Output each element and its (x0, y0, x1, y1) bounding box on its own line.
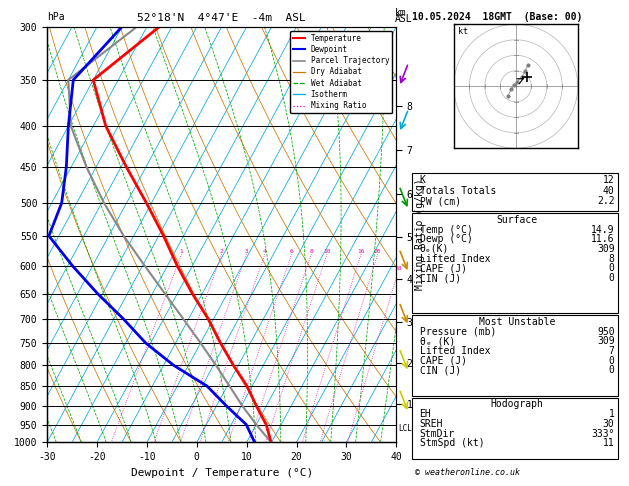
Text: 1: 1 (179, 249, 183, 254)
Text: 4: 4 (263, 249, 267, 254)
Text: 40: 40 (603, 186, 615, 196)
Text: 11.6: 11.6 (591, 234, 615, 244)
Text: 333°: 333° (591, 429, 615, 439)
Text: 6: 6 (290, 249, 294, 254)
Y-axis label: Mixing Ratio (g/kg): Mixing Ratio (g/kg) (415, 179, 425, 290)
Text: CAPE (J): CAPE (J) (420, 356, 467, 366)
Text: 3: 3 (245, 249, 248, 254)
Text: Most Unstable: Most Unstable (479, 317, 555, 327)
Text: 2.2: 2.2 (597, 196, 615, 207)
Legend: Temperature, Dewpoint, Parcel Trajectory, Dry Adiabat, Wet Adiabat, Isotherm, Mi: Temperature, Dewpoint, Parcel Trajectory… (290, 31, 392, 113)
Text: θₑ (K): θₑ (K) (420, 336, 455, 347)
Text: CIN (J): CIN (J) (420, 365, 460, 376)
Text: StmDir: StmDir (420, 429, 455, 439)
Text: hPa: hPa (47, 12, 65, 22)
Text: ASL: ASL (395, 14, 413, 24)
Text: CAPE (J): CAPE (J) (420, 263, 467, 274)
Text: 16: 16 (357, 249, 365, 254)
Text: 0: 0 (609, 273, 615, 283)
Text: LCL: LCL (398, 424, 411, 433)
Text: Totals Totals: Totals Totals (420, 186, 496, 196)
Text: 950: 950 (597, 327, 615, 337)
Text: Lifted Index: Lifted Index (420, 346, 490, 356)
Text: 0: 0 (609, 263, 615, 274)
Text: Lifted Index: Lifted Index (420, 254, 490, 264)
Text: 14.9: 14.9 (591, 225, 615, 235)
Text: 2: 2 (220, 249, 223, 254)
Text: 28: 28 (394, 266, 402, 271)
Text: 20: 20 (374, 249, 381, 254)
Text: © weatheronline.co.uk: © weatheronline.co.uk (415, 468, 520, 477)
Text: 0: 0 (609, 356, 615, 366)
Text: kt: kt (459, 27, 469, 35)
Text: K: K (420, 175, 425, 185)
Text: 7: 7 (609, 346, 615, 356)
Title: 52°18'N  4°47'E  -4m  ASL: 52°18'N 4°47'E -4m ASL (137, 13, 306, 23)
Text: 309: 309 (597, 336, 615, 347)
Text: 10.05.2024  18GMT  (Base: 00): 10.05.2024 18GMT (Base: 00) (412, 12, 582, 22)
Text: 1: 1 (609, 409, 615, 419)
Text: km: km (395, 8, 407, 18)
Text: 8: 8 (309, 249, 313, 254)
X-axis label: Dewpoint / Temperature (°C): Dewpoint / Temperature (°C) (131, 468, 313, 478)
Text: StmSpd (kt): StmSpd (kt) (420, 438, 484, 449)
Text: SREH: SREH (420, 419, 443, 429)
Text: 12: 12 (603, 175, 615, 185)
Text: CIN (J): CIN (J) (420, 273, 460, 283)
Text: Pressure (mb): Pressure (mb) (420, 327, 496, 337)
Text: PW (cm): PW (cm) (420, 196, 460, 207)
Text: 11: 11 (603, 438, 615, 449)
Text: 8: 8 (609, 254, 615, 264)
Text: 309: 309 (597, 244, 615, 254)
Text: 0: 0 (609, 365, 615, 376)
Text: 30: 30 (603, 419, 615, 429)
Text: EH: EH (420, 409, 431, 419)
Text: θₑ(K): θₑ(K) (420, 244, 449, 254)
Text: Dewp (°C): Dewp (°C) (420, 234, 472, 244)
Text: Hodograph: Hodograph (491, 399, 543, 410)
Text: Temp (°C): Temp (°C) (420, 225, 472, 235)
Text: 10: 10 (323, 249, 331, 254)
Text: Surface: Surface (496, 215, 538, 225)
